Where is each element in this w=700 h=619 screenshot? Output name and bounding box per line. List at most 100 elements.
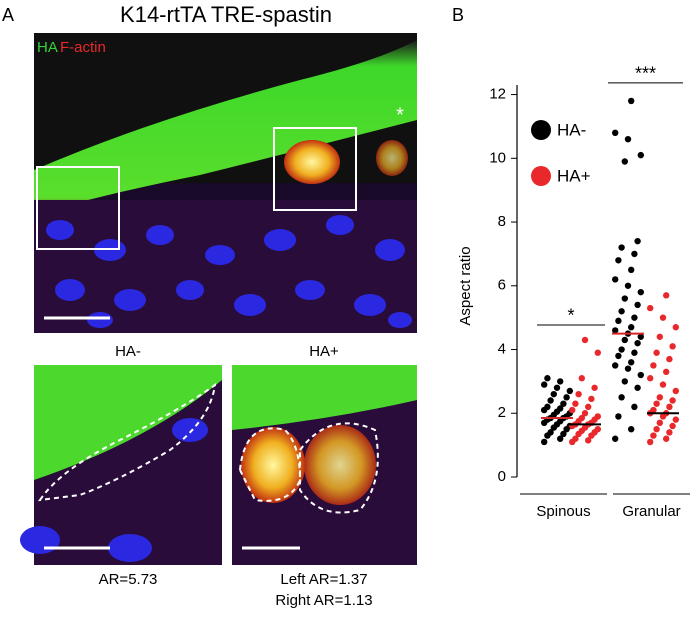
data-point [628,266,635,274]
data-point [669,422,676,430]
data-point [656,394,663,401]
data-point [653,425,660,433]
data-point [659,314,667,321]
data-point [572,400,579,407]
data-point [557,378,564,385]
data-point [581,410,589,417]
data-point [615,317,622,325]
legend-label: HA- [557,120,586,139]
data-point [615,352,622,360]
data-point [578,375,585,382]
data-point [656,419,663,427]
data-point [572,435,579,442]
data-point [647,375,654,382]
data-point [631,349,638,356]
data-point [544,403,551,411]
data-point [624,365,632,372]
data-point [663,368,670,376]
data-point [578,414,585,422]
data-point [585,437,592,444]
data-point [547,429,554,436]
data-point [637,333,644,340]
data-point [560,430,567,438]
data-point [650,362,657,369]
data-point [615,257,622,264]
data-point [666,403,673,411]
data-point [544,375,551,382]
data-point [666,429,673,436]
data-point [563,394,570,401]
inset-caption: Left AR=1.37 [280,571,367,588]
data-point [612,327,619,334]
data-point [569,406,576,414]
data-point [618,244,625,251]
data-point [631,250,638,258]
data-point [591,384,598,391]
data-point [647,304,654,312]
y-tick-label: 12 [489,86,506,103]
asterisk: * [396,104,404,126]
y-tick-label: 0 [498,468,506,485]
data-point [618,394,625,401]
micrograph [34,33,417,333]
legend-marker [531,120,551,140]
data-point [615,413,622,420]
inset-title: HA+ [309,343,339,360]
data-point [634,301,641,309]
data-point [637,288,644,296]
data-point [612,362,619,369]
data-point [566,387,573,395]
data-point [624,282,632,289]
data-point [585,403,592,411]
data-point [653,349,660,356]
y-tick-label: 10 [489,149,506,166]
data-point [637,371,644,379]
data-point [631,403,638,411]
data-point [647,438,654,446]
data-point [628,324,635,331]
data-point [550,390,557,398]
data-point [672,387,679,395]
data-point [621,158,628,165]
data-point [553,384,561,391]
y-tick-label: 8 [498,213,506,230]
inset-caption: Right AR=1.13 [275,592,372,609]
y-tick-label: 6 [498,277,506,294]
data-point [637,151,644,159]
data-point [594,349,601,356]
data-point [557,405,564,412]
data-point [634,339,641,347]
data-point [663,292,670,299]
y-tick-label: 4 [498,340,506,357]
data-point [634,237,641,245]
data-point [634,384,641,391]
panel-letter: B [452,5,464,25]
data-point [560,400,567,407]
data-point [672,324,679,331]
stain-label: F-actin [60,39,106,56]
data-point [588,395,595,403]
y-tick-label: 2 [498,404,506,421]
data-point [581,336,589,344]
inset-title: HA- [115,343,141,360]
data-point [650,406,657,414]
data-point [669,397,676,404]
legend-label: HA+ [557,166,591,185]
data-point [541,438,548,446]
significance-label: *** [635,64,656,84]
data-point [594,413,601,420]
data-point [628,425,635,433]
data-point [666,355,673,363]
data-point [621,378,628,385]
data-point [621,336,628,344]
data-point [557,435,564,442]
x-tick-label: Spinous [536,503,590,520]
data-point [656,333,663,340]
data-point [612,276,619,283]
data-point [653,400,660,407]
data-point [541,381,548,388]
data-point [628,97,635,105]
significance-label: * [567,306,574,326]
data-point [618,308,625,315]
